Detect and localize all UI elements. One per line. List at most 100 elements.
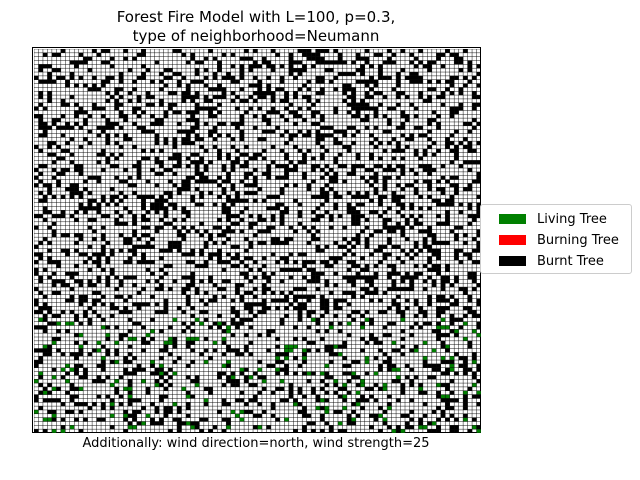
living-tree-cell [47, 417, 52, 422]
burnt-tree-cell [257, 217, 263, 222]
burnt-tree-cell [83, 187, 88, 192]
burnt-tree-cell [185, 60, 191, 65]
burnt-tree-cell [38, 133, 43, 138]
burnt-tree-cell [467, 68, 473, 73]
burnt-tree-cell [253, 398, 258, 403]
burnt-tree-cell [261, 287, 267, 291]
burnt-tree-cell [226, 133, 231, 138]
legend-swatch-burnt-tree [499, 256, 526, 266]
burnt-tree-cell [436, 256, 441, 261]
burnt-tree-cell [163, 298, 169, 303]
burnt-tree-cell [38, 275, 43, 280]
burnt-tree-cell [105, 49, 111, 53]
burnt-tree-cell [185, 83, 191, 88]
burnt-tree-cell [275, 164, 280, 169]
burnt-tree-cell [422, 164, 428, 169]
burnt-tree-cell [123, 221, 128, 226]
burnt-tree-cell [409, 202, 414, 207]
burnt-tree-cell [65, 168, 70, 172]
burnt-tree-cell [302, 171, 307, 176]
burnt-tree-cell [355, 210, 361, 215]
burnt-tree-cell [284, 294, 289, 299]
burnt-tree-cell [284, 91, 289, 96]
burnt-tree-cell [203, 106, 209, 111]
burnt-tree-cell [427, 68, 432, 73]
burnt-tree-cell [168, 194, 173, 199]
burnt-tree-cell [445, 49, 450, 53]
burnt-tree-cell [190, 348, 195, 353]
burnt-tree-cell [346, 275, 352, 280]
burnt-tree-cell [440, 221, 446, 226]
burnt-tree-cell [266, 121, 271, 126]
burnt-tree-cell [369, 87, 374, 92]
burnt-tree-cell [275, 352, 280, 357]
burnt-tree-cell [38, 252, 43, 257]
burnt-tree-cell [65, 371, 70, 376]
burnt-tree-cell [217, 252, 222, 257]
burnt-tree-cell [315, 137, 321, 142]
burnt-tree-cell [440, 175, 446, 180]
burnt-tree-cell [467, 340, 473, 345]
burnt-tree-cell [436, 267, 441, 272]
burnt-tree-cell [449, 110, 455, 115]
burnt-tree-cell [74, 356, 79, 361]
burnt-tree-cell [235, 348, 240, 353]
burnt-tree-cell [405, 413, 410, 418]
burnt-tree-cell [38, 214, 43, 219]
burnt-tree-cell [78, 191, 84, 195]
burnt-tree-cell [369, 198, 374, 203]
burnt-tree-cell [159, 198, 164, 203]
burnt-tree-cell [333, 156, 339, 161]
burnt-tree-cell [436, 294, 441, 299]
burnt-tree-cell [235, 264, 240, 268]
chart-title-line1: Forest Fire Model with L=100, p=0.3, [116, 8, 396, 26]
burnt-tree-cell [145, 179, 151, 184]
burnt-tree-cell [127, 329, 133, 334]
burnt-tree-cell [109, 248, 115, 253]
burnt-tree-cell [320, 125, 325, 130]
burnt-tree-cell [141, 337, 146, 341]
living-tree-cell [230, 375, 236, 380]
burnt-tree-cell [427, 95, 432, 99]
burnt-tree-cell [261, 217, 267, 222]
living-tree-cell [382, 383, 388, 387]
living-tree-cell [38, 371, 43, 376]
living-tree-cell [413, 348, 419, 353]
burnt-tree-cell [270, 91, 276, 96]
burnt-tree-cell [391, 156, 397, 161]
burnt-tree-cell [185, 95, 191, 99]
burnt-tree-cell [87, 352, 93, 357]
burnt-tree-cell [279, 352, 285, 357]
burnt-tree-cell [400, 337, 406, 341]
burnt-tree-cell [181, 275, 187, 280]
burnt-tree-cell [400, 156, 406, 161]
burnt-tree-cell [92, 402, 97, 407]
burnt-tree-cell [114, 386, 119, 391]
burnt-tree-cell [454, 52, 459, 57]
burnt-tree-cell [476, 121, 481, 126]
living-tree-cell [226, 325, 231, 330]
burnt-tree-cell [51, 79, 57, 84]
burnt-tree-cell [378, 102, 383, 107]
burnt-tree-cell [463, 367, 468, 372]
living-tree-cell [69, 425, 75, 430]
burnt-tree-cell [217, 183, 222, 188]
burnt-tree-cell [436, 298, 441, 303]
burnt-tree-cell [360, 118, 365, 123]
burnt-tree-cell [235, 256, 240, 261]
burnt-tree-cell [369, 252, 374, 257]
burnt-tree-cell [230, 91, 236, 96]
burnt-tree-cell [150, 206, 155, 211]
burnt-tree-cell [449, 429, 455, 433]
burnt-tree-cell [400, 344, 406, 349]
burnt-tree-cell [293, 356, 298, 361]
burnt-tree-cell [329, 290, 334, 295]
burnt-tree-cell [320, 91, 325, 96]
burnt-tree-cell [194, 110, 200, 115]
burnt-tree-cell [467, 386, 473, 391]
burnt-tree-cell [38, 114, 43, 119]
burnt-tree-cell [315, 275, 321, 280]
burnt-tree-cell [163, 344, 169, 349]
burnt-tree-cell [472, 160, 477, 165]
burnt-tree-cell [463, 398, 468, 403]
